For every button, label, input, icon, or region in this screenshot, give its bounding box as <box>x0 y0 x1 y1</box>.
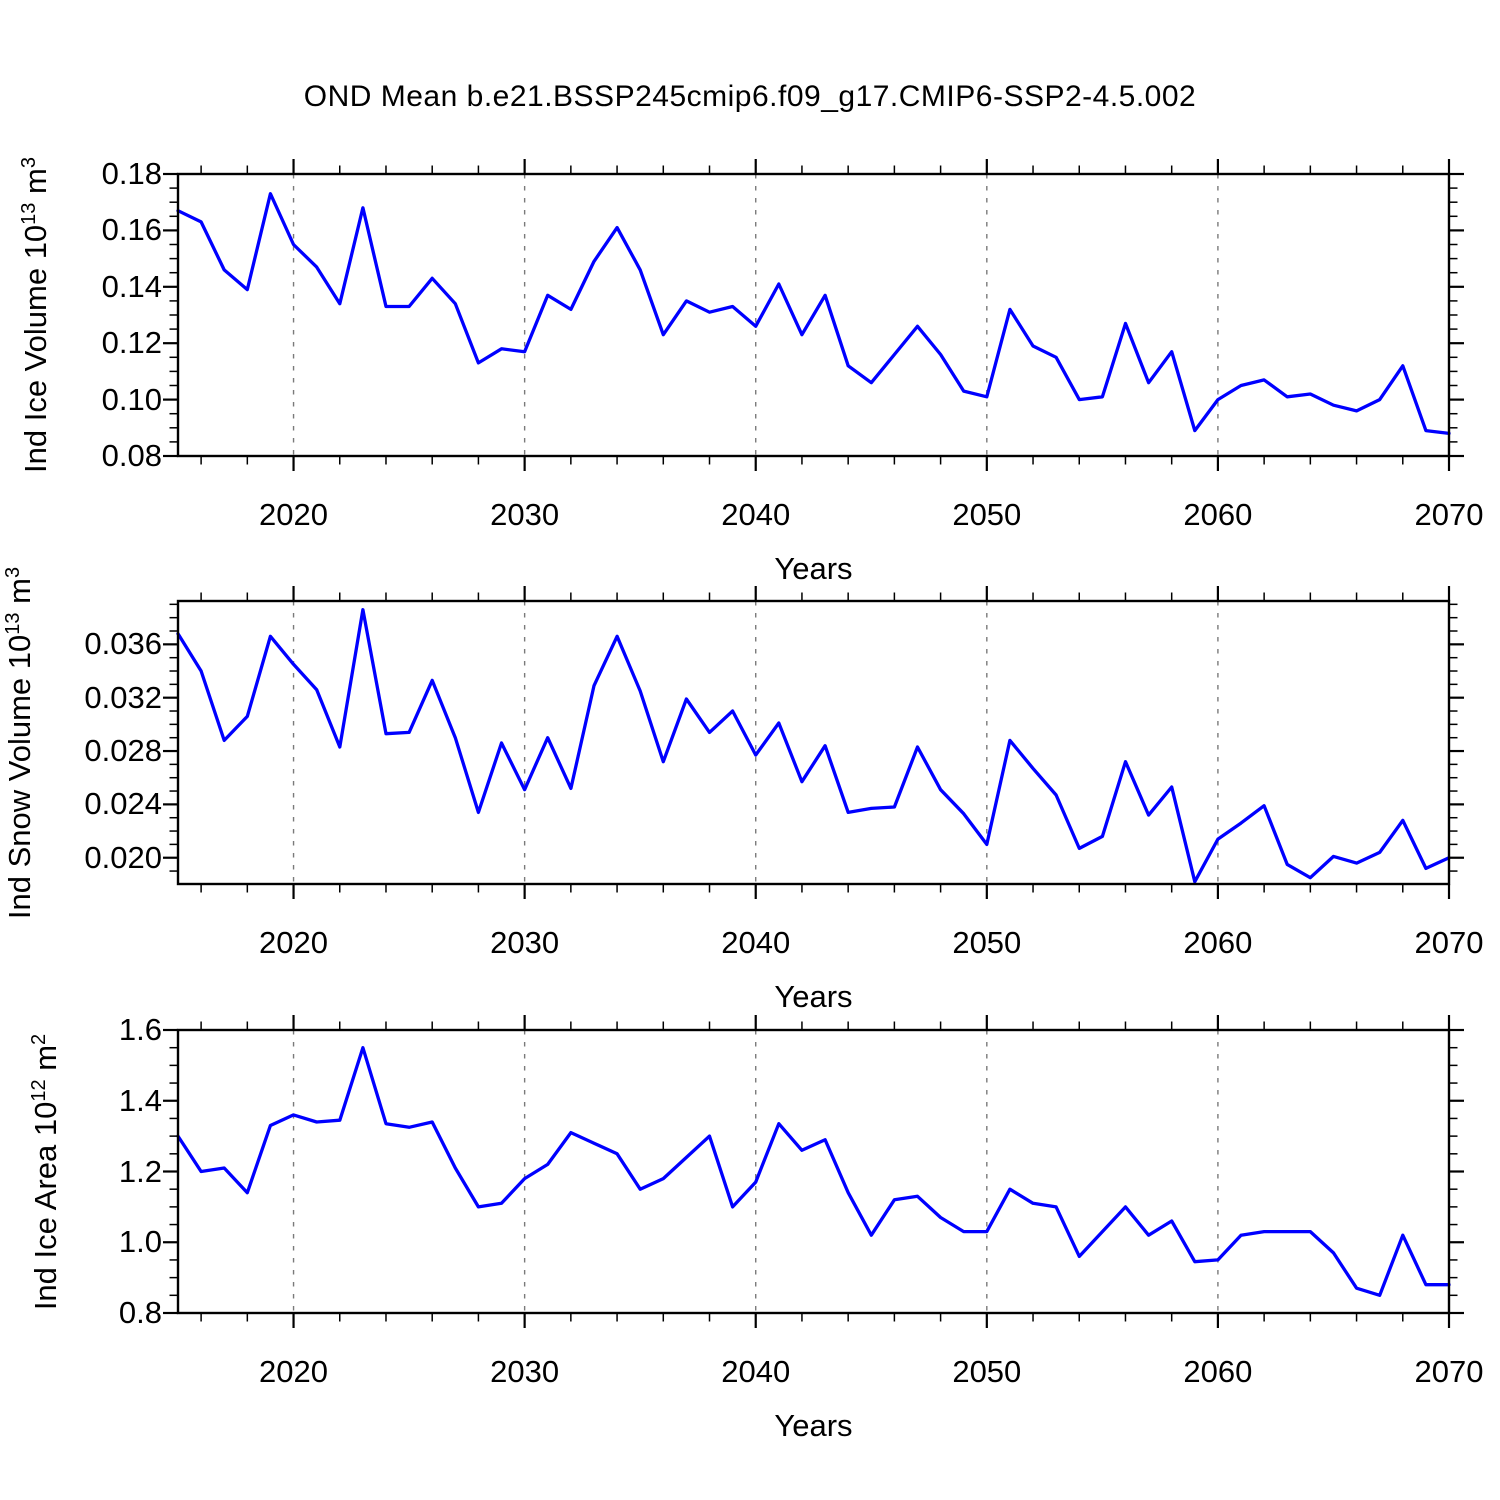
y-axis-title-exponent: 12 <box>28 1078 50 1102</box>
ice-area-line <box>176 1046 1451 1297</box>
x-tick-label: 2040 <box>721 1354 791 1389</box>
axis-ticks <box>163 586 1464 899</box>
x-tick-label: 2050 <box>952 1354 1022 1389</box>
y-axis-title: Ind Snow Volume 1013 m3 <box>2 566 38 918</box>
x-tick-label: 2020 <box>259 497 329 532</box>
chart-title: OND Mean b.e21.BSSP245cmip6.f09_g17.CMIP… <box>303 80 1197 113</box>
x-tick-label: 2060 <box>1183 497 1253 532</box>
decade-gridlines <box>292 174 1219 456</box>
x-tick-label: 2040 <box>721 497 791 532</box>
x-tick-label: 2070 <box>1414 925 1484 960</box>
y-tick-label: 0.036 <box>84 626 162 662</box>
y-axis-title: Ind Ice Area 1012 m2 <box>28 1033 64 1309</box>
x-tick-label: 2030 <box>490 925 560 960</box>
y-axis-title-unit-exponent: 2 <box>28 1033 50 1045</box>
y-tick-label: 1.4 <box>118 1082 162 1118</box>
y-tick-label: 0.12 <box>101 325 162 361</box>
y-axis-title-exponent: 13 <box>18 202 40 225</box>
y-tick-label: 0.14 <box>101 268 162 304</box>
y-axis-title-unit: m <box>28 1044 63 1079</box>
ice-volume-line <box>176 192 1451 436</box>
x-tick-label: 2070 <box>1414 1354 1484 1389</box>
y-tick-label: 0.10 <box>101 381 162 417</box>
y-tick-label: 0.16 <box>101 212 162 248</box>
x-tick-label: 2020 <box>259 1354 329 1389</box>
plot-box <box>176 599 1451 886</box>
snow-volume-line <box>176 608 1451 884</box>
y-tick-label: 1.0 <box>118 1224 162 1260</box>
decade-gridlines <box>292 1030 1219 1313</box>
y-axis-title: Ind Ice Volume 1013 m3 <box>18 157 54 473</box>
x-axis-title: Years <box>774 1408 853 1443</box>
plot-box <box>176 1028 1451 1315</box>
axis-ticks <box>163 1015 1464 1328</box>
y-axis-title-unit-exponent: 3 <box>18 157 40 169</box>
y-tick-label: 0.024 <box>84 786 162 822</box>
ind_ice_area-plot <box>163 1015 1464 1328</box>
ind_ice_volume-plot <box>163 159 1464 471</box>
y-axis-title-unit: m <box>18 168 53 203</box>
x-tick-label: 2050 <box>952 497 1022 532</box>
y-tick-label: 0.08 <box>101 438 162 473</box>
ind_snow_volume-plot <box>163 586 1464 899</box>
x-tick-label: 2060 <box>1183 925 1253 960</box>
y-axis-title-unit: m <box>2 577 37 612</box>
y-tick-label: 0.028 <box>84 733 162 769</box>
x-tick-label: 2070 <box>1414 497 1484 532</box>
y-axis-title-unit-exponent: 3 <box>2 566 24 578</box>
y-tick-label: 1.6 <box>118 1012 162 1047</box>
x-axis-title: Years <box>774 551 853 586</box>
y-axis-title-text: Ind Ice Area 10 <box>28 1101 63 1310</box>
x-tick-label: 2050 <box>952 925 1022 960</box>
y-tick-label: 1.2 <box>118 1153 162 1189</box>
y-axis-title-text: Ind Snow Volume 10 <box>2 634 37 919</box>
x-tick-label: 2030 <box>490 497 560 532</box>
x-tick-label: 2020 <box>259 925 329 960</box>
y-tick-label: 0.032 <box>84 679 162 715</box>
x-tick-label: 2060 <box>1183 1354 1253 1389</box>
y-tick-label: 0.020 <box>84 839 162 875</box>
axis-ticks <box>163 159 1464 471</box>
decade-gridlines <box>292 601 1219 884</box>
x-tick-label: 2030 <box>490 1354 560 1389</box>
x-tick-label: 2040 <box>721 925 791 960</box>
y-tick-label: 0.18 <box>101 156 162 191</box>
y-axis-title-text: Ind Ice Volume 10 <box>18 224 53 473</box>
y-tick-label: 0.8 <box>118 1295 162 1330</box>
x-axis-title: Years <box>774 979 853 1014</box>
y-axis-title-exponent: 13 <box>2 611 24 635</box>
